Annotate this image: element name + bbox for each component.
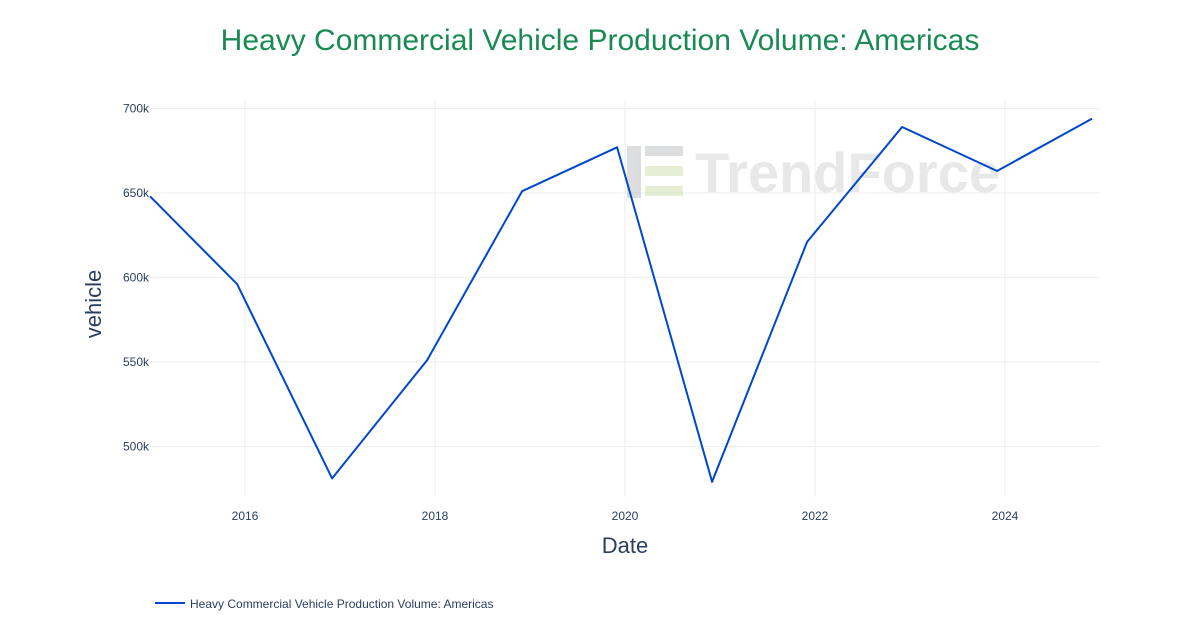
y-tick-labels: 500k 550k 600k 650k 700k <box>123 101 150 453</box>
y-axis-title: vehicle <box>81 270 106 338</box>
trendforce-logo-icon <box>627 146 683 198</box>
y-gridlines <box>150 107 1100 447</box>
y-tick-label: 700k <box>123 101 150 115</box>
y-tick-label: 550k <box>123 355 150 369</box>
x-tick-label: 2016 <box>232 509 259 523</box>
watermark: TrendForce <box>627 141 1000 204</box>
series-line[interactable] <box>149 117 1093 483</box>
y-tick-label: 600k <box>123 270 150 284</box>
series-group <box>149 117 1093 483</box>
legend-label: Heavy Commercial Vehicle Production Volu… <box>190 597 493 611</box>
x-tick-labels: 2016 2018 2020 2022 2024 <box>232 509 1019 523</box>
x-tick-label: 2018 <box>422 509 449 523</box>
x-axis-title: Date <box>602 533 648 558</box>
y-tick-label: 500k <box>123 439 150 453</box>
x-tick-label: 2020 <box>612 509 639 523</box>
x-tick-label: 2024 <box>992 509 1019 523</box>
chart-title: Heavy Commercial Vehicle Production Volu… <box>221 24 980 57</box>
y-tick-label: 650k <box>123 186 150 200</box>
legend[interactable]: Heavy Commercial Vehicle Production Volu… <box>155 597 493 611</box>
x-tick-label: 2022 <box>802 509 829 523</box>
